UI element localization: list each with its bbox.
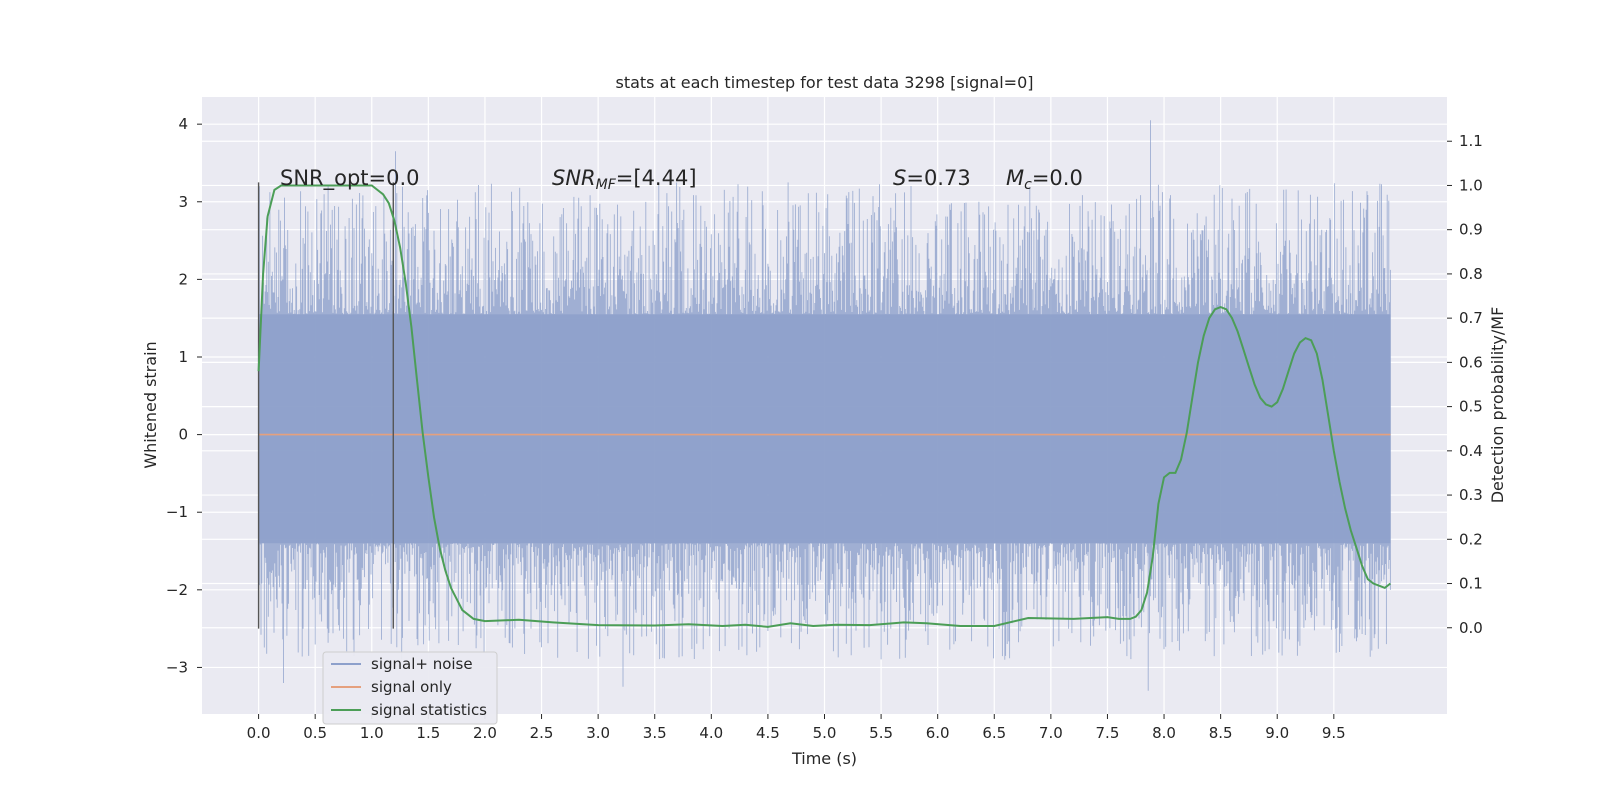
x-tick-label: 5.0 bbox=[813, 724, 837, 742]
mc-subscript: c bbox=[1024, 177, 1032, 193]
x-tick-label: 6.0 bbox=[926, 724, 950, 742]
signal-statistics-line bbox=[257, 184, 1392, 628]
s-annotation: S=0.73 bbox=[893, 166, 971, 190]
x-tick-label: 7.5 bbox=[1096, 724, 1120, 742]
signal-statistics-series bbox=[257, 184, 1392, 628]
legend-label-signal-only: signal only bbox=[371, 678, 452, 696]
y-left-tick-label: 1 bbox=[178, 348, 188, 366]
x-tick-label: 7.0 bbox=[1039, 724, 1063, 742]
y-left-tick-label: −3 bbox=[166, 658, 188, 676]
y-left-axis-ticks: −3 −2 −1 0 1 2 3 4 bbox=[166, 115, 202, 676]
x-axis-label: Time (s) bbox=[791, 749, 857, 768]
y-right-axis-ticks: 0.0 0.1 0.2 0.3 0.4 0.5 0.6 0.7 0.8 0.9 1.0 1.1 bbox=[1447, 132, 1483, 637]
x-tick-label: 2.0 bbox=[473, 724, 497, 742]
y-right-tick-label: 1.1 bbox=[1459, 132, 1483, 150]
chart-title: stats at each timestep for test data 329… bbox=[615, 73, 1033, 92]
mc-annotation: Mc=0.0 bbox=[1006, 166, 1083, 193]
y-right-tick-label: 0.8 bbox=[1459, 265, 1483, 283]
x-tick-label: 3.0 bbox=[586, 724, 610, 742]
mc-value: =0.0 bbox=[1032, 166, 1083, 190]
y-right-tick-label: 0.7 bbox=[1459, 309, 1483, 327]
x-axis-ticks: 0.0 0.5 1.0 1.5 2.0 2.5 3.0 3.5 4.0 4.5 5.0 5.5 6.0 6… bbox=[247, 714, 1346, 742]
y-left-tick-label: −2 bbox=[166, 581, 188, 599]
snr-mf-value: =[4.44] bbox=[616, 166, 697, 190]
s-symbol: S bbox=[893, 166, 906, 190]
signal-noise-series bbox=[258, 120, 1391, 691]
y-right-tick-label: 0.9 bbox=[1459, 221, 1483, 239]
snr-mf-annotation: SNRMF=[4.44] bbox=[552, 166, 697, 193]
x-tick-label: 4.5 bbox=[756, 724, 780, 742]
legend-label-signal-statistics: signal statistics bbox=[371, 701, 487, 719]
x-tick-label: 0.5 bbox=[303, 724, 327, 742]
y-left-tick-label: 0 bbox=[178, 426, 188, 444]
y-right-tick-label: 1.0 bbox=[1459, 176, 1483, 194]
legend-label-signal-noise: signal+ noise bbox=[371, 655, 473, 673]
annotations: SNR_opt=0.0 SNRMF=[4.44] S=0.73 Mc=0.0 bbox=[280, 166, 1083, 193]
x-tick-label: 1.5 bbox=[416, 724, 440, 742]
snr-mf-subscript: MF bbox=[596, 177, 617, 193]
vertical-markers bbox=[257, 182, 394, 629]
mc-symbol: M bbox=[1006, 166, 1024, 190]
y-right-tick-label: 0.4 bbox=[1459, 442, 1483, 460]
x-tick-label: 8.0 bbox=[1152, 724, 1176, 742]
x-tick-label: 2.5 bbox=[530, 724, 554, 742]
y-right-tick-label: 0.5 bbox=[1459, 398, 1483, 416]
x-tick-label: 3.5 bbox=[643, 724, 667, 742]
legend: signal+ noise signal only signal statist… bbox=[322, 651, 498, 725]
x-tick-label: 8.5 bbox=[1209, 724, 1233, 742]
x-tick-label: 1.0 bbox=[360, 724, 384, 742]
y-left-axis-label: Whitened strain bbox=[141, 341, 160, 468]
x-tick-label: 5.5 bbox=[869, 724, 893, 742]
y-right-tick-label: 0.2 bbox=[1459, 530, 1483, 548]
y-right-tick-label: 0.3 bbox=[1459, 486, 1483, 504]
s-value: =0.73 bbox=[906, 166, 970, 190]
y-left-tick-label: 3 bbox=[178, 193, 188, 211]
snr-opt-annotation: SNR_opt=0.0 bbox=[280, 166, 420, 191]
y-right-axis-label: Detection probability/MF bbox=[1488, 307, 1507, 504]
y-right-tick-label: 0.0 bbox=[1459, 619, 1483, 637]
y-right-tick-label: 0.1 bbox=[1459, 575, 1483, 593]
x-tick-label: 0.0 bbox=[247, 724, 271, 742]
y-left-tick-label: 4 bbox=[178, 115, 188, 133]
x-tick-label: 6.5 bbox=[982, 724, 1006, 742]
y-left-tick-label: 2 bbox=[178, 270, 188, 288]
snr-mf-symbol: SNR bbox=[552, 166, 596, 190]
y-left-tick-label: −1 bbox=[166, 503, 188, 521]
x-tick-label: 9.5 bbox=[1322, 724, 1346, 742]
legend-box bbox=[322, 651, 498, 725]
y-right-tick-label: 0.6 bbox=[1459, 353, 1483, 371]
x-tick-label: 9.0 bbox=[1265, 724, 1289, 742]
x-tick-label: 4.0 bbox=[699, 724, 723, 742]
